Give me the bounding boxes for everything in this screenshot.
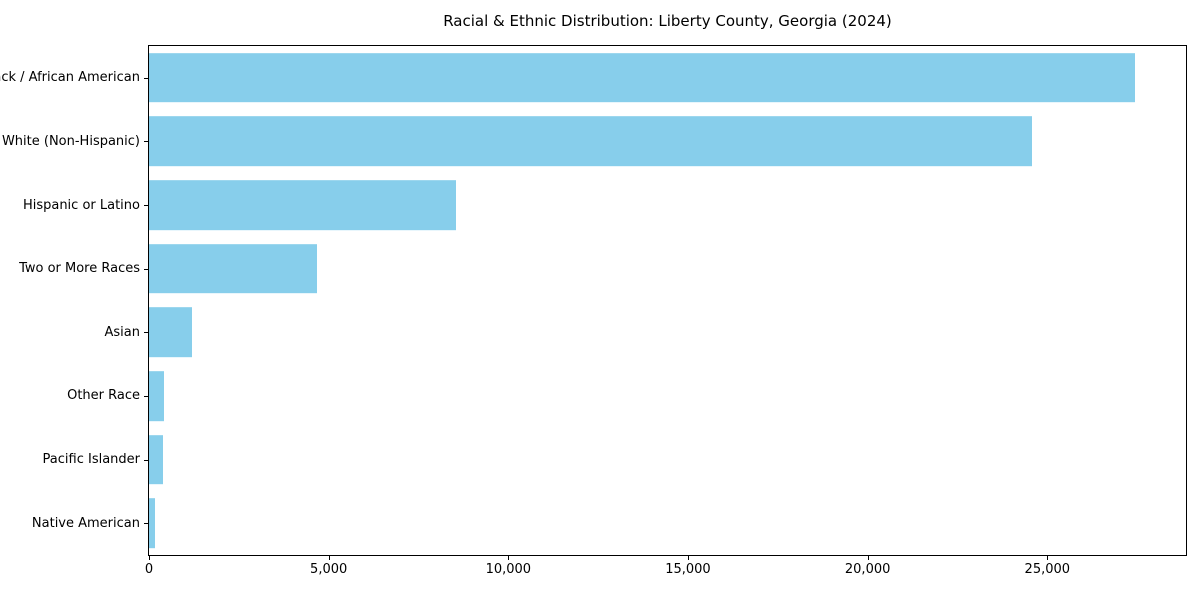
x-tick-label: 25,000	[1024, 562, 1071, 577]
bar-row	[149, 491, 1186, 555]
x-tick-mark	[687, 556, 689, 560]
bar-row	[149, 173, 1186, 237]
x-tick-label: 0	[144, 562, 154, 577]
x-tick-mark	[149, 556, 150, 560]
y-tick-label: Other Race	[67, 388, 140, 404]
x-tick-label: 10,000	[485, 562, 532, 577]
bar-other-race	[149, 371, 165, 421]
bar-row	[149, 301, 1186, 365]
y-tick-mark	[144, 268, 148, 270]
y-tick-label: Asian	[104, 324, 140, 340]
y-tick-mark	[144, 459, 148, 461]
chart-title: Racial & Ethnic Distribution: Liberty Co…	[443, 12, 892, 30]
y-tick-mark	[144, 395, 148, 397]
x-tick-label: 20,000	[844, 562, 891, 577]
x-tick-mark	[328, 556, 330, 560]
y-tick-label: White (Non-Hispanic)	[1, 133, 140, 149]
bar-two-or-more-races	[149, 243, 317, 294]
bar-pacific-islander	[149, 434, 163, 485]
y-tick-mark	[144, 141, 148, 143]
x-tick-mark	[1047, 556, 1049, 560]
y-tick-mark	[144, 523, 148, 525]
y-tick-mark	[144, 332, 148, 334]
bar-row	[149, 428, 1186, 492]
bar-hispanic-or-latino	[149, 180, 456, 230]
bar-asian	[149, 307, 192, 358]
y-tick-label: Native American	[31, 515, 140, 531]
x-tick-label: 15,000	[665, 562, 711, 577]
y-tick-label: Pacific Islander	[42, 452, 140, 468]
bar-white-non-hispanic	[149, 116, 1033, 167]
bar-black-african-american	[149, 53, 1136, 103]
y-tick-mark	[144, 205, 148, 207]
y-tick-mark	[144, 77, 148, 79]
y-tick-label: Hispanic or Latino	[22, 197, 140, 213]
bar-row	[149, 46, 1186, 110]
x-tick-mark	[508, 556, 510, 560]
bar-native-american	[149, 498, 156, 548]
y-tick-label: Black / African American	[0, 70, 140, 86]
y-tick-label: Two or More Races	[19, 261, 140, 277]
bar-row	[149, 237, 1186, 301]
bar-row	[149, 364, 1186, 428]
bar-row	[149, 110, 1186, 174]
plot-area	[148, 45, 1187, 556]
x-tick-label: 5,000	[310, 562, 348, 577]
x-tick-mark	[867, 556, 869, 560]
